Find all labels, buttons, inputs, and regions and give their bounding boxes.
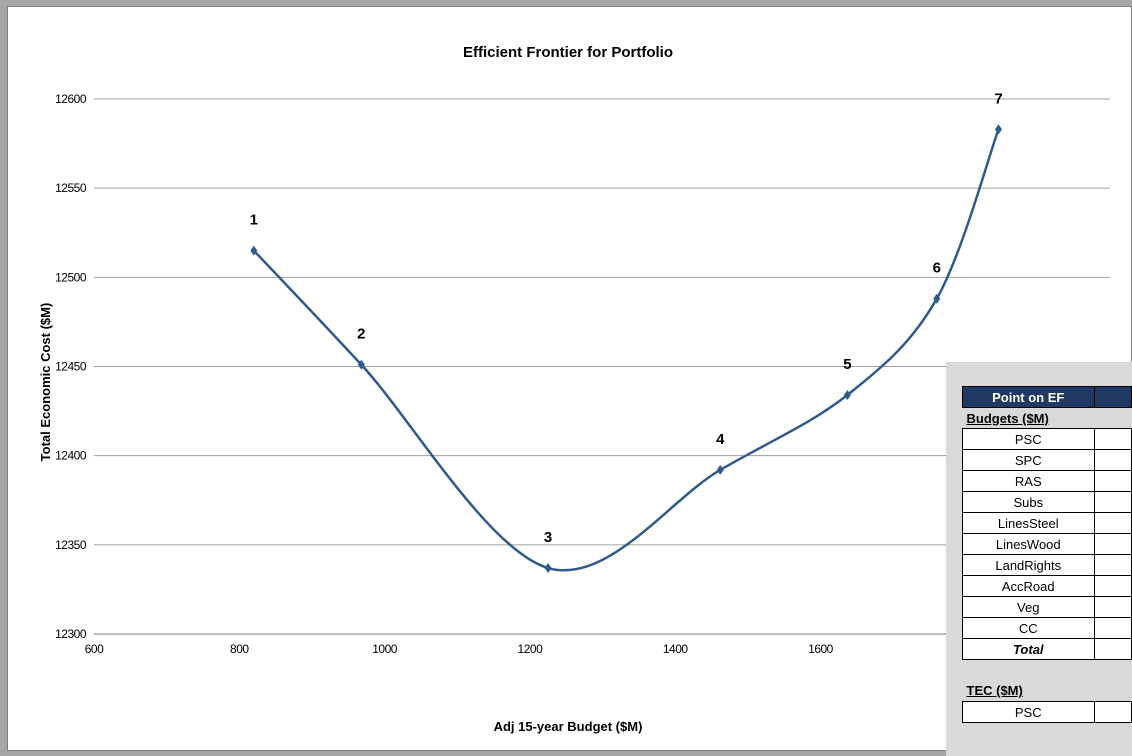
x-tick-label: 1000 <box>372 642 398 656</box>
y-tick-label: 12300 <box>55 627 87 641</box>
budget-row-label: LinesSteel <box>962 512 1095 534</box>
data-point-marker <box>843 390 851 401</box>
point-on-ef-table: Point on EF Budgets ($M) PSC SPC RAS Sub… <box>946 362 1132 756</box>
x-tick-label: 1200 <box>518 642 544 656</box>
data-point-label: 6 <box>933 260 941 277</box>
y-tick-label: 12450 <box>55 360 87 374</box>
budget-row-value <box>1093 554 1132 576</box>
budget-row-label: RAS <box>962 470 1095 492</box>
budget-row-label: LinesWood <box>962 533 1095 555</box>
chart-plot: Efficient Frontier for Portfolio 1230012… <box>38 44 1110 734</box>
data-point-label: 5 <box>843 356 851 373</box>
x-tick-label: 1400 <box>663 642 689 656</box>
y-tick-label: 12400 <box>55 449 87 463</box>
budget-row-label: SPC <box>962 449 1095 471</box>
chart-title: Efficient Frontier for Portfolio <box>463 44 673 61</box>
y-tick-label: 12350 <box>55 538 87 552</box>
table-spacer <box>1094 659 1132 681</box>
data-point-label: 4 <box>716 431 725 448</box>
data-point-marker <box>933 293 941 304</box>
budget-row-value <box>1093 617 1132 639</box>
chart-area: Efficient Frontier for Portfolio 12300 12… <box>7 6 1132 751</box>
data-point-marker <box>357 359 365 370</box>
budget-row-value <box>1093 575 1132 597</box>
y-tick-label: 12550 <box>55 181 87 195</box>
budget-row-label: CC <box>962 617 1095 639</box>
budget-row-value <box>1093 512 1132 534</box>
budget-row-value <box>1093 449 1132 471</box>
budget-row-value <box>1093 470 1132 492</box>
budget-row-label: Veg <box>962 596 1095 618</box>
data-point-marker <box>544 563 552 574</box>
budget-row-label: Subs <box>962 491 1095 513</box>
data-point-marker <box>994 124 1002 135</box>
data-point-marker <box>716 464 724 475</box>
tec-section-title: TEC ($M) <box>962 680 1095 702</box>
tec-row-label: PSC <box>962 701 1095 723</box>
total-row-value <box>1093 638 1132 660</box>
table-spacer <box>962 659 1095 681</box>
x-tick-label: 1600 <box>808 642 834 656</box>
data-point-label: 3 <box>544 529 552 546</box>
table-header: Point on EF <box>962 386 1095 408</box>
data-point-label: 1 <box>250 212 258 229</box>
budgets-section-title: Budgets ($M) <box>962 407 1095 429</box>
total-row-label: Total <box>962 638 1095 660</box>
budget-row-label: PSC <box>962 428 1095 450</box>
budget-row-label: AccRoad <box>962 575 1095 597</box>
budget-row-value <box>1093 533 1132 555</box>
x-tick-label: 600 <box>85 642 104 656</box>
y-tick-label: 12500 <box>55 270 87 284</box>
section-spacer <box>1094 680 1132 702</box>
data-point-marker <box>250 245 258 256</box>
table-header-value <box>1093 386 1132 408</box>
budget-row-value <box>1093 596 1132 618</box>
y-axis-title: Total Economic Cost ($M) <box>38 303 53 462</box>
x-axis-title: Adj 15-year Budget ($M) <box>494 719 643 734</box>
data-point-label: 2 <box>357 326 365 343</box>
tec-row-value <box>1093 701 1132 723</box>
legend-table-grid: Point on EF Budgets ($M) PSC SPC RAS Sub… <box>962 386 1132 723</box>
section-spacer <box>1094 407 1132 429</box>
series-line <box>252 128 1000 572</box>
x-tick-label: 800 <box>230 642 249 656</box>
data-point-label: 7 <box>994 90 1002 107</box>
budget-row-label: LandRights <box>962 554 1095 576</box>
budget-row-value <box>1093 428 1132 450</box>
budget-row-value <box>1093 491 1132 513</box>
y-tick-label: 12600 <box>55 92 87 106</box>
